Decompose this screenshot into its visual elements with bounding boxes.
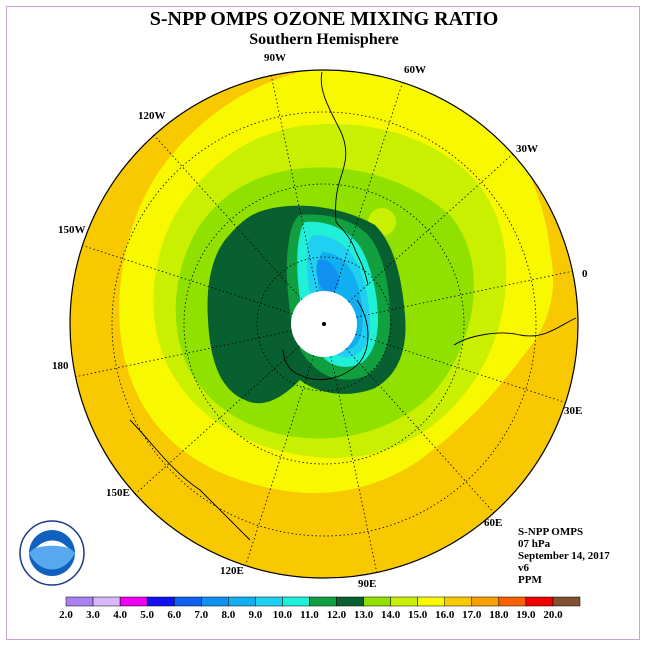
colorbar-tick-label: 19.0 (516, 609, 536, 621)
lon-label-60e: 60E (484, 517, 503, 529)
south-pole-marker (322, 322, 326, 326)
lon-label-150e: 150E (106, 487, 130, 499)
colorbar-swatch (119, 596, 148, 607)
colorbar-swatch (92, 596, 121, 607)
lon-label-90e: 90E (358, 578, 377, 590)
colorbar-tick-label: 7.0 (194, 609, 209, 621)
coast-south-america (320, 71, 347, 223)
colorbar-tick-label: 15.0 (408, 609, 428, 621)
latitude-circle (183, 183, 465, 465)
meridian-line (345, 348, 495, 514)
colorbar-tick-label: 5.0 (140, 609, 155, 621)
colorbar-swatch (525, 596, 554, 607)
map-subtitle: Southern Hemisphere (249, 31, 399, 48)
lon-label-120w: 120W (138, 110, 166, 122)
colorbar-swatch (201, 596, 229, 607)
lon-label-180: 180 (52, 360, 69, 372)
colorbar-swatch (282, 596, 310, 607)
colorbar-tick-label: 17.0 (462, 609, 482, 621)
colorbar-swatch (336, 596, 364, 607)
coast-australia (129, 419, 251, 541)
colorbar-tick-label: 8.0 (221, 609, 236, 621)
map-title: S-NPP OMPS OZONE MIXING RATIO (149, 8, 499, 30)
lon-label-30w: 30W (516, 143, 538, 155)
coastlines (129, 71, 577, 541)
colorbar-tick-label: 14.0 (381, 609, 401, 621)
colorbar-swatch (552, 596, 581, 607)
meridian-line (270, 75, 318, 292)
coast-antarctica (282, 299, 369, 381)
colorbar-swatch (444, 596, 473, 607)
map-boundary (69, 69, 579, 579)
info-units: PPM (518, 574, 542, 586)
latitude-circle (256, 256, 392, 392)
colorbar-tick-label: 10.0 (272, 609, 293, 621)
coast-antarctic-peninsula (335, 221, 369, 286)
coast-africa (453, 317, 577, 346)
colorbar-tick-label: 20.0 (543, 609, 563, 621)
info-level: 07 hPa (518, 538, 551, 550)
colorbar-swatch (65, 596, 94, 607)
colorbar-tick-label: 16.0 (435, 609, 455, 621)
colorbar-swatch (228, 596, 256, 607)
colorbar-tick-label: 9.0 (248, 609, 263, 621)
colorbar-tick-label: 18.0 (489, 609, 509, 621)
meridian-line (330, 356, 378, 573)
meridian-line (153, 134, 303, 300)
lon-label-30e: 30E (564, 405, 583, 417)
contour-7ppm (316, 259, 339, 293)
meridian-line (348, 153, 514, 303)
colorbar (65, 596, 581, 607)
colorbar-swatch (173, 596, 202, 607)
colorbar-tick-label: 4.0 (113, 609, 127, 621)
info-date: September 14, 2017 (518, 550, 610, 562)
lon-label-120e: 120E (220, 565, 244, 577)
colorbar-swatch (417, 596, 445, 607)
meridian-line (82, 245, 293, 315)
meridian-line (333, 82, 403, 293)
colorbar-swatch (390, 596, 418, 607)
colorbar-swatch (363, 596, 391, 607)
colorbar-swatch (255, 596, 283, 607)
meridian-line (355, 333, 566, 403)
colorbar-tick-label: 2.0 (59, 609, 73, 621)
colorbar-swatch (498, 596, 527, 607)
figure-frame (6, 6, 640, 640)
colorbar-swatch (146, 596, 175, 607)
lon-label-60w: 60W (404, 64, 426, 76)
colorbar-tick-label: 3.0 (86, 609, 100, 621)
info-version: v6 (518, 562, 529, 574)
noaa-logo (19, 520, 85, 586)
colorbar-tick-label: 12.0 (326, 609, 347, 621)
colorbar-tick-label: 11.0 (300, 609, 319, 621)
meridian-line (75, 330, 292, 378)
lon-label-150w: 150W (58, 224, 86, 236)
info-instrument: S-NPP OMPS (518, 526, 584, 538)
colorbar-swatch (471, 596, 500, 607)
colorbar-tick-label: 13.0 (353, 609, 374, 621)
meridian-line (356, 270, 573, 318)
meridian-line (245, 355, 315, 566)
colorbar-tick-label: 6.0 (167, 609, 182, 621)
lon-label-0: 0 (582, 268, 588, 280)
graticule (75, 75, 573, 573)
colorbar-swatch (309, 596, 337, 607)
lon-label-90w: 90W (264, 52, 286, 64)
meridian-line (134, 345, 300, 495)
latitude-circle (111, 111, 537, 537)
